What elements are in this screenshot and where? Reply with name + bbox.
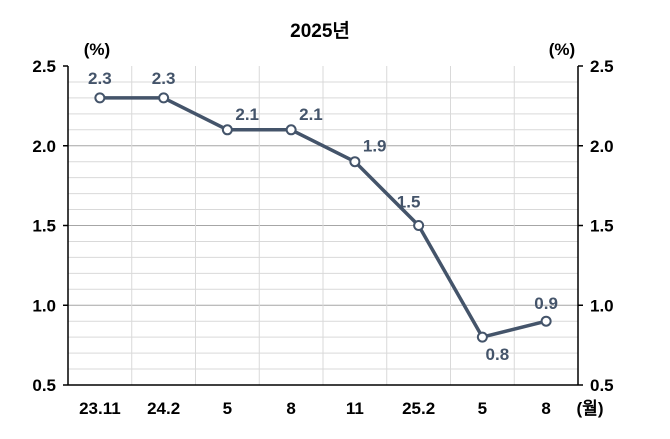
data-point	[221, 124, 233, 136]
tick-label-layer: 0.5 0.5 1.0 1.0 1.5 1.5 2.0 2.0 2.5 2.5 23.11 24.2 5…	[32, 57, 613, 418]
data-point	[413, 220, 425, 231]
data-label: 0.9	[534, 294, 558, 313]
series-line	[99, 96, 547, 339]
data-label: 0.8	[486, 345, 510, 364]
series-layer	[94, 92, 552, 343]
data-point	[158, 92, 170, 104]
x-tick-label: 11	[346, 399, 364, 418]
grid-layer	[68, 66, 578, 385]
y-tick-label-right: 2.5	[590, 57, 614, 76]
left-axis-unit: (%)	[84, 40, 110, 59]
y-tick-label-left: 0.5	[32, 376, 56, 395]
x-tick-label: 5	[478, 399, 487, 418]
data-point	[94, 92, 106, 104]
data-point	[349, 156, 361, 168]
axis-layer	[63, 65, 583, 386]
data-label: 1.9	[363, 137, 387, 156]
y-tick-label-right: 2.0	[590, 137, 614, 156]
data-label: 2.1	[235, 105, 259, 124]
data-label-layer: 2.3 2.3 2.1 2.1 1.9 1.5 0.8 0.9	[88, 69, 558, 364]
y-tick-label-left: 2.0	[32, 137, 56, 156]
y-tick-label-right: 1.5	[590, 217, 614, 236]
y-tick-label-left: 2.5	[32, 57, 56, 76]
y-tick-label-right: 0.5	[590, 376, 614, 395]
data-label: 2.3	[88, 69, 112, 88]
x-tick-label: 8	[541, 399, 550, 418]
x-tick-label: 24.2	[147, 399, 180, 418]
data-label: 2.1	[299, 105, 323, 124]
y-tick-label-right: 1.0	[590, 296, 614, 315]
y-tick-label-left: 1.5	[32, 217, 56, 236]
data-label: 2.3	[152, 69, 176, 88]
x-axis-unit-label: (월)	[577, 399, 604, 418]
data-point	[476, 331, 488, 343]
data-point	[285, 124, 297, 136]
data-point	[540, 315, 552, 327]
data-label: 1.5	[397, 193, 421, 212]
chart-title: 2025년	[290, 20, 350, 42]
y-tick-label-left: 1.0	[32, 296, 56, 315]
x-tick-label: 25.2	[402, 399, 435, 418]
x-tick-label: 5	[223, 399, 232, 418]
x-tick-label: 8	[286, 399, 295, 418]
x-tick-label: 23.11	[79, 399, 121, 418]
right-axis-unit: (%)	[549, 40, 575, 59]
